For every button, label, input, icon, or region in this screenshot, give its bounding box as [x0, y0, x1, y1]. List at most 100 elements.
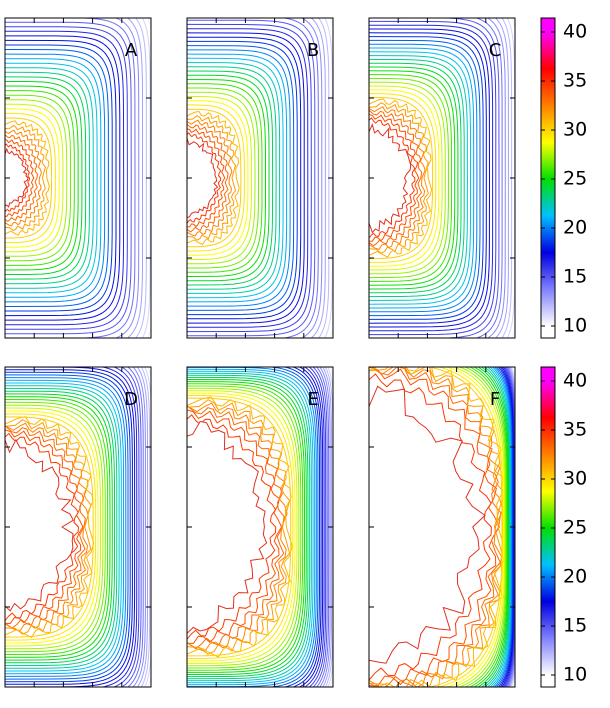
contour-line — [187, 45, 295, 311]
contour-line — [369, 367, 500, 687]
contour-line — [187, 376, 309, 678]
panel-label: C — [489, 40, 502, 61]
contour-line — [369, 70, 456, 286]
contour-line — [187, 108, 242, 248]
contour-line — [5, 387, 118, 667]
colorbar-tick-label: 25 — [563, 517, 587, 539]
colorbar-tick-label: 10 — [563, 315, 587, 337]
contour-line — [308, 367, 327, 687]
contour-line — [5, 393, 113, 661]
contour-line — [5, 49, 109, 307]
contour-line — [187, 402, 288, 652]
contour-line — [452, 367, 506, 687]
contour-line — [187, 123, 229, 233]
contour-line — [187, 119, 233, 237]
contour-line — [494, 18, 509, 338]
contour-line — [5, 396, 111, 658]
contour-line — [5, 26, 128, 330]
contour-line — [187, 390, 298, 664]
colorbar-end — [541, 326, 555, 338]
contour-line — [369, 93, 437, 263]
contour-line — [369, 98, 433, 258]
panel — [187, 18, 333, 338]
contour-line — [5, 422, 89, 632]
contour-line — [458, 367, 507, 687]
contour-line — [5, 404, 104, 650]
contour-line — [187, 379, 307, 675]
colorbar-tick-label: 35 — [563, 419, 587, 441]
contour-line — [5, 139, 35, 217]
contour-line — [5, 410, 99, 644]
contour-line — [187, 74, 270, 282]
contour-line — [369, 51, 471, 305]
contour-line — [5, 143, 31, 213]
contour-line — [187, 83, 263, 273]
colorbar-tick-label: 20 — [563, 217, 587, 239]
contour-line — [187, 399, 291, 655]
contour-line — [369, 74, 453, 282]
contour-line — [187, 132, 222, 224]
contour-line — [126, 18, 143, 338]
contour-line — [369, 96, 434, 260]
panel-label: D — [124, 389, 138, 410]
contour-line — [187, 79, 266, 277]
contour-line — [473, 367, 509, 687]
contour-line — [187, 87, 260, 269]
contour-line — [187, 367, 317, 687]
contour-line — [187, 53, 288, 303]
contour-line — [112, 367, 140, 687]
contour-line — [369, 55, 468, 301]
contour-line — [127, 367, 144, 687]
contour-line — [5, 399, 109, 655]
contour-line — [5, 416, 95, 639]
contour-line — [445, 367, 505, 687]
contour-line — [464, 367, 507, 687]
colorbar-frame — [540, 366, 556, 688]
contour-line — [187, 96, 252, 260]
panel — [5, 367, 151, 687]
colorbar-tick-label: 30 — [563, 119, 587, 141]
contour-line — [483, 367, 511, 687]
contour-line — [187, 23, 312, 333]
contour-line — [5, 112, 56, 244]
contour-line — [187, 385, 302, 669]
panel-label: B — [307, 40, 319, 61]
contour-line — [5, 53, 106, 303]
contour-line — [5, 413, 97, 641]
contour-line — [187, 70, 274, 286]
contour-line — [187, 381, 306, 673]
contour-line — [369, 102, 429, 254]
colorbar-tick-label: 25 — [563, 168, 587, 190]
contour-line — [187, 128, 226, 228]
contour-line — [187, 392, 296, 662]
contour-line — [480, 367, 510, 687]
contour-line — [5, 390, 116, 664]
contour-line — [291, 367, 322, 687]
panel — [369, 367, 515, 687]
contour-line — [5, 429, 84, 625]
colorbar-frame — [540, 17, 556, 339]
contour-line — [369, 20, 497, 336]
contour-line — [5, 382, 122, 672]
contour-line — [486, 18, 506, 338]
contour-line — [187, 414, 277, 640]
contour-line — [369, 18, 500, 338]
contour-line — [5, 432, 79, 621]
contour-line — [5, 416, 94, 638]
contour-line — [5, 76, 87, 280]
hot-boundary — [5, 438, 74, 612]
contour-line — [5, 44, 113, 312]
contour-line — [5, 377, 127, 677]
contour-line — [369, 28, 491, 328]
contour-line — [369, 66, 459, 290]
colorbar-tick-label: 15 — [563, 266, 587, 288]
contour-line — [369, 113, 420, 242]
contour-line — [267, 367, 319, 687]
contour-line — [300, 18, 323, 338]
contour-line — [369, 81, 446, 275]
contour-line — [187, 57, 284, 299]
contour-line — [477, 367, 509, 687]
contour-line — [187, 397, 292, 657]
contour-line — [187, 100, 249, 256]
contour-line — [298, 367, 324, 687]
